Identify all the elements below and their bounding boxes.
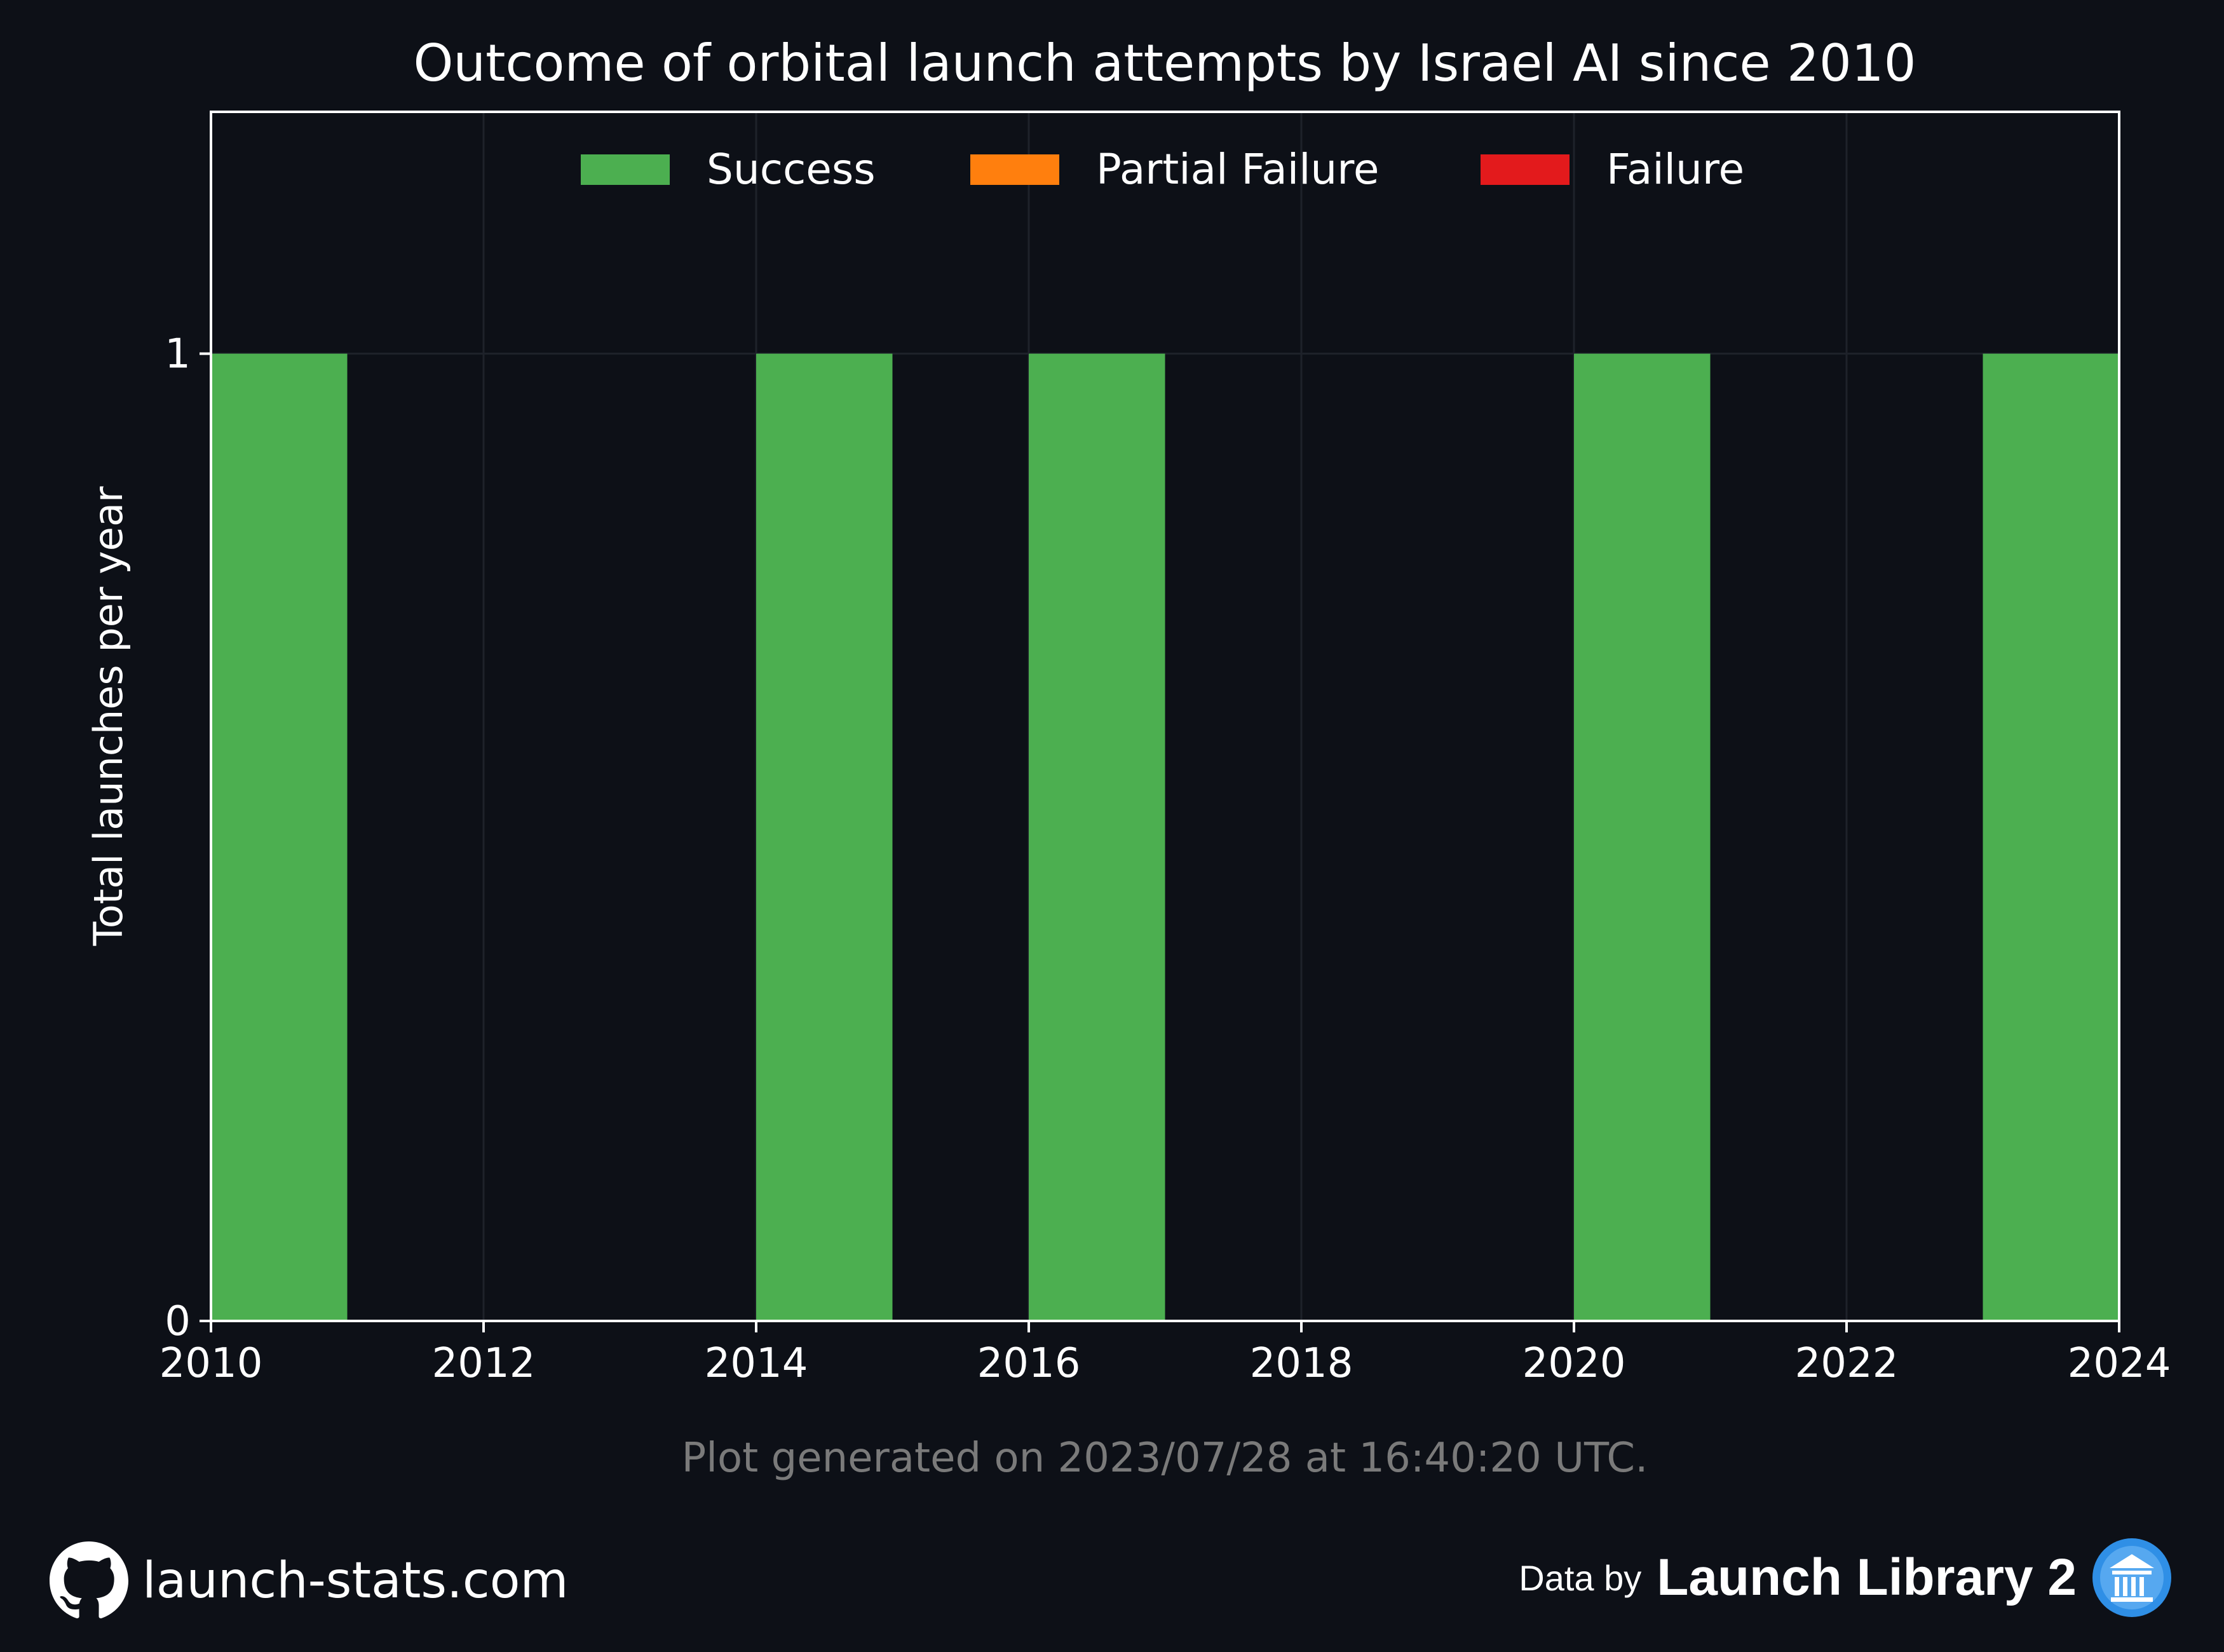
bar <box>1983 353 2119 1321</box>
legend-swatch <box>1481 154 1570 185</box>
x-tick-label: 2014 <box>705 1340 808 1387</box>
x-tick-label: 2012 <box>432 1340 536 1387</box>
legend-swatch <box>970 154 1059 185</box>
legend: Success Partial Failure Failure <box>581 145 1744 194</box>
x-axis: 2010 2012 2014 2016 2018 2020 2022 2024 <box>159 1321 2171 1387</box>
launch-library-icon <box>2092 1538 2171 1617</box>
y-axis-label: Total launches per year <box>85 486 132 946</box>
bar <box>756 353 893 1321</box>
chart-title: Outcome of orbital launch attempts by Is… <box>413 34 1916 93</box>
y-axis: 01 <box>165 331 211 1345</box>
y-tick-label: 0 <box>165 1298 191 1345</box>
legend-swatch <box>581 154 670 185</box>
bar <box>211 353 348 1321</box>
legend-label: Success <box>707 145 876 194</box>
plot-frame <box>210 111 2120 1322</box>
site-label: launch-stats.com <box>142 1552 569 1609</box>
x-tick-label: 2022 <box>1795 1340 1899 1387</box>
bars <box>211 353 2119 1321</box>
bar <box>1574 353 1711 1321</box>
legend-label: Failure <box>1606 145 1744 194</box>
data-source: Data by Launch Library 2 <box>1519 1536 2173 1619</box>
x-tick-label: 2010 <box>159 1340 263 1387</box>
x-tick-label: 2024 <box>2068 1340 2171 1387</box>
bar <box>1029 353 1165 1321</box>
x-tick-label: 2018 <box>1250 1340 1353 1387</box>
data-by-label: Data by <box>1519 1557 1642 1598</box>
legend-label: Partial Failure <box>1096 145 1380 194</box>
y-tick-label: 1 <box>165 331 191 378</box>
source-label: Launch Library 2 <box>1657 1548 2077 1606</box>
site-link[interactable]: launch-stats.com <box>50 1541 569 1619</box>
github-icon <box>50 1541 128 1618</box>
x-tick-label: 2016 <box>977 1340 1081 1387</box>
x-tick-label: 2020 <box>1522 1340 1626 1387</box>
footnote: Plot generated on 2023/07/28 at 16:40:20… <box>682 1435 1648 1482</box>
